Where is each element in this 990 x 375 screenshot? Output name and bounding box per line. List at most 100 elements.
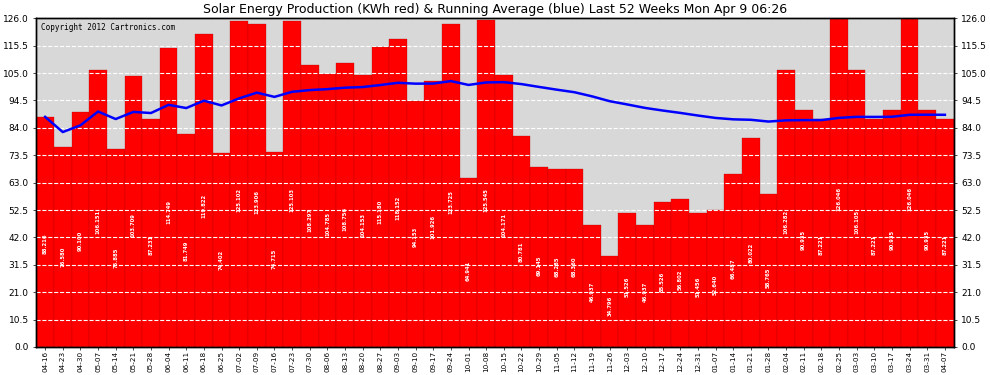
Text: 87.221: 87.221 — [872, 234, 877, 255]
Text: 74.715: 74.715 — [272, 249, 277, 269]
Bar — [477, 20, 495, 347]
Text: 34.796: 34.796 — [607, 296, 612, 316]
Bar — [565, 169, 583, 347]
Bar — [513, 136, 531, 347]
Text: 125.545: 125.545 — [484, 188, 489, 211]
Bar — [847, 70, 865, 347]
Bar — [795, 110, 813, 347]
Text: 56.802: 56.802 — [678, 270, 683, 291]
Bar — [143, 120, 159, 347]
Bar — [37, 117, 53, 347]
Bar — [53, 147, 71, 347]
Text: 90.100: 90.100 — [78, 231, 83, 251]
Bar — [107, 149, 125, 347]
Text: Copyright 2012 Cartronics.com: Copyright 2012 Cartronics.com — [41, 23, 175, 32]
Bar — [831, 18, 847, 347]
Text: 101.926: 101.926 — [431, 215, 436, 239]
Text: 106.105: 106.105 — [854, 210, 859, 234]
Text: 108.756: 108.756 — [343, 207, 347, 231]
Bar — [901, 18, 919, 347]
Text: 51.526: 51.526 — [625, 276, 630, 297]
Title: Solar Energy Production (KWh red) & Running Average (blue) Last 52 Weeks Mon Apr: Solar Energy Production (KWh red) & Runn… — [203, 3, 787, 16]
Bar — [389, 39, 407, 347]
Bar — [937, 120, 953, 347]
Bar — [195, 34, 213, 347]
Text: 126.046: 126.046 — [837, 187, 842, 211]
Bar — [213, 153, 231, 347]
Bar — [883, 110, 901, 347]
Bar — [265, 152, 283, 347]
Bar — [248, 24, 265, 347]
Text: 90.935: 90.935 — [925, 230, 930, 250]
Bar — [619, 213, 637, 347]
Bar — [89, 70, 107, 347]
Text: 106.151: 106.151 — [96, 210, 101, 234]
Bar — [547, 169, 565, 347]
Text: 68.285: 68.285 — [554, 256, 559, 277]
Bar — [865, 120, 883, 347]
Bar — [583, 225, 601, 347]
Bar — [495, 75, 513, 347]
Text: 119.822: 119.822 — [201, 194, 206, 218]
Text: 104.153: 104.153 — [360, 213, 365, 237]
Text: 55.526: 55.526 — [660, 272, 665, 292]
Text: 81.749: 81.749 — [184, 241, 189, 261]
Bar — [707, 210, 725, 347]
Bar — [283, 21, 301, 347]
Text: 123.725: 123.725 — [448, 190, 453, 214]
Bar — [459, 178, 477, 347]
Text: 66.487: 66.487 — [731, 259, 736, 279]
Bar — [125, 76, 143, 347]
Bar — [231, 21, 248, 347]
Text: 52.640: 52.640 — [713, 275, 718, 295]
Text: 104.785: 104.785 — [325, 212, 330, 236]
Bar — [443, 24, 459, 347]
Bar — [601, 256, 619, 347]
Bar — [919, 110, 937, 347]
Text: 51.456: 51.456 — [695, 276, 700, 297]
Text: 58.765: 58.765 — [766, 268, 771, 288]
Text: 94.153: 94.153 — [413, 226, 418, 246]
Bar — [671, 199, 689, 347]
Text: 68.360: 68.360 — [572, 256, 577, 277]
Bar — [337, 63, 353, 347]
Text: 90.935: 90.935 — [801, 230, 806, 250]
Text: 115.180: 115.180 — [378, 200, 383, 224]
Text: 74.402: 74.402 — [219, 249, 224, 270]
Text: 76.580: 76.580 — [60, 247, 65, 267]
Bar — [531, 166, 547, 347]
Bar — [353, 75, 371, 347]
Bar — [301, 64, 319, 347]
Text: 126.046: 126.046 — [907, 187, 912, 211]
Text: 87.221: 87.221 — [942, 234, 947, 255]
Bar — [159, 48, 177, 347]
Text: 106.282: 106.282 — [784, 210, 789, 234]
Text: 46.937: 46.937 — [589, 282, 595, 302]
Text: 46.937: 46.937 — [643, 282, 647, 302]
Text: 103.709: 103.709 — [131, 213, 136, 237]
Text: 125.103: 125.103 — [290, 188, 295, 212]
Text: 87.221: 87.221 — [819, 234, 824, 255]
Bar — [71, 112, 89, 347]
Text: 118.152: 118.152 — [395, 196, 401, 220]
Bar — [759, 194, 777, 347]
Text: 80.022: 80.022 — [748, 243, 753, 263]
Bar — [177, 134, 195, 347]
Bar — [371, 46, 389, 347]
Bar — [813, 120, 831, 347]
Text: 125.102: 125.102 — [237, 188, 242, 212]
Text: 123.906: 123.906 — [254, 189, 259, 213]
Text: 104.171: 104.171 — [501, 213, 506, 237]
Bar — [637, 225, 653, 347]
Text: 108.297: 108.297 — [307, 208, 312, 232]
Bar — [425, 81, 443, 347]
Text: 87.231: 87.231 — [148, 234, 153, 255]
Bar — [319, 74, 337, 347]
Text: 64.941: 64.941 — [466, 261, 471, 281]
Text: 80.781: 80.781 — [519, 242, 524, 262]
Bar — [777, 70, 795, 347]
Bar — [742, 138, 759, 347]
Text: 90.935: 90.935 — [889, 230, 894, 250]
Text: 75.885: 75.885 — [113, 248, 118, 268]
Bar — [407, 101, 425, 347]
